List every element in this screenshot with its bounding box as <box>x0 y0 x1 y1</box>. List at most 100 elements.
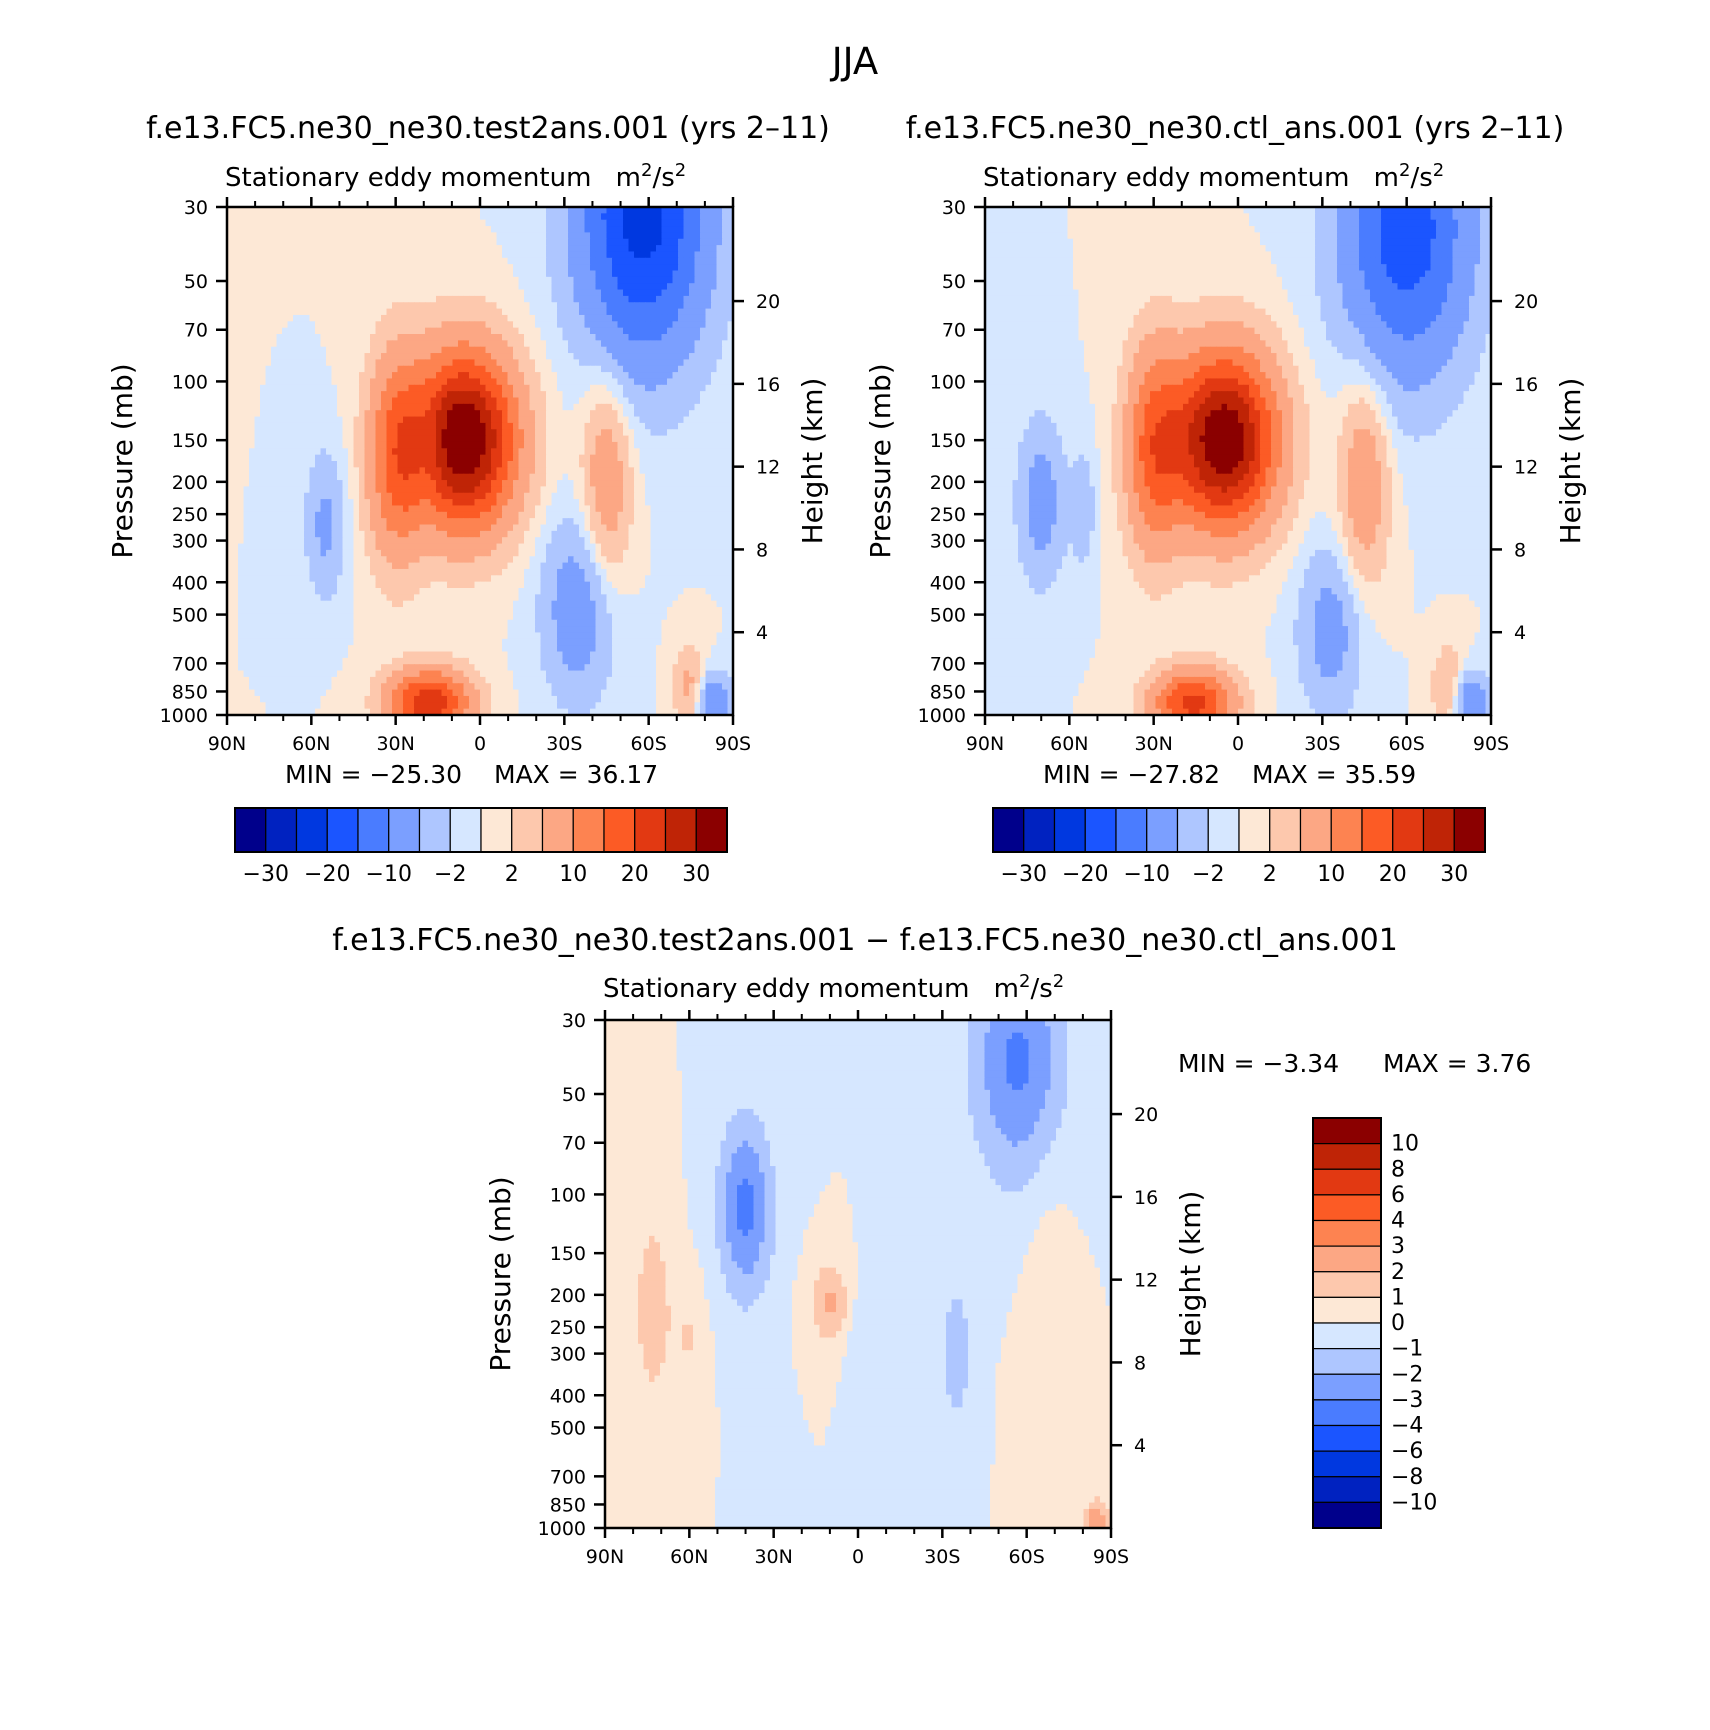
field-cell <box>634 492 641 500</box>
field-cell <box>524 543 531 551</box>
field-cell <box>315 416 322 424</box>
field-cell <box>678 340 685 348</box>
field-cell <box>436 441 443 449</box>
field-cell <box>309 245 316 253</box>
field-cell <box>628 537 635 545</box>
field-cell <box>370 486 377 494</box>
field-cell <box>298 232 305 240</box>
field-cell <box>397 213 404 221</box>
field-cell <box>650 441 657 449</box>
field-cell <box>348 353 355 360</box>
field-cell <box>342 473 349 481</box>
field-cell <box>441 524 448 532</box>
field-cell <box>320 486 327 494</box>
field-cell <box>573 492 580 500</box>
field-cell <box>370 365 377 373</box>
field-cell <box>408 391 415 399</box>
field-cell <box>232 270 239 278</box>
field-cell <box>562 238 569 246</box>
field-cell <box>331 499 338 507</box>
field-cell <box>293 219 300 227</box>
field-cell <box>529 340 536 348</box>
field-cell <box>700 473 707 481</box>
field-cell <box>573 473 580 481</box>
field-cell <box>683 276 690 284</box>
field-cell <box>628 346 635 354</box>
field-cell <box>524 422 531 430</box>
field-cell <box>254 308 261 316</box>
field-cell <box>601 524 608 532</box>
field-cell <box>386 480 393 487</box>
field-cell <box>381 524 388 532</box>
field-cell <box>452 257 459 265</box>
field-cell <box>331 524 338 532</box>
field-cell <box>496 321 503 329</box>
field-cell <box>716 422 723 430</box>
field-cell <box>623 334 630 341</box>
field-cell <box>315 448 322 456</box>
field-cell <box>408 219 415 227</box>
field-cell <box>590 435 597 443</box>
field-cell <box>683 327 690 335</box>
field-cell <box>722 397 729 405</box>
field-cell <box>342 321 349 329</box>
field-cell <box>441 353 448 360</box>
field-cell <box>711 295 718 303</box>
field-cell <box>656 435 663 443</box>
field-cell <box>447 238 454 246</box>
field-cell <box>315 467 322 475</box>
field-cell <box>601 384 608 392</box>
field-cell <box>271 549 278 557</box>
field-cell <box>309 226 316 233</box>
field-cell <box>529 511 536 519</box>
field-cell <box>287 251 294 259</box>
field-cell <box>436 454 443 462</box>
field-cell <box>458 505 465 513</box>
field-cell <box>397 295 404 303</box>
field-cell <box>331 461 338 468</box>
field-cell <box>463 226 470 233</box>
field-cell <box>606 378 613 386</box>
field-cell <box>557 429 564 437</box>
field-cell <box>348 435 355 443</box>
field-cell <box>667 213 674 221</box>
field-cell <box>337 416 344 424</box>
field-cell <box>447 518 454 526</box>
field-cell <box>430 251 437 259</box>
field-cell <box>711 467 718 475</box>
field-cell <box>386 467 393 475</box>
field-cell <box>238 346 245 354</box>
field-cell <box>722 302 729 310</box>
field-cell <box>667 416 674 424</box>
field-cell <box>557 480 564 487</box>
field-cell <box>546 295 553 303</box>
field-cell <box>535 295 542 303</box>
field-cell <box>353 543 360 551</box>
field-cell <box>606 340 613 348</box>
field-cell <box>634 480 641 487</box>
field-cell <box>452 410 459 418</box>
field-cell <box>551 270 558 278</box>
field-cell <box>348 384 355 392</box>
field-cell <box>672 537 679 545</box>
field-cell <box>276 353 283 360</box>
field-cell <box>700 454 707 462</box>
field-cell <box>265 257 272 265</box>
field-cell <box>243 226 250 233</box>
field-cell <box>650 232 657 240</box>
field-cell <box>584 314 591 322</box>
field-cell <box>474 314 481 322</box>
field-cell <box>304 461 311 468</box>
field-cell <box>694 353 701 360</box>
field-cell <box>463 543 470 551</box>
field-cell <box>403 480 410 487</box>
field-cell <box>661 435 668 443</box>
field-cell <box>227 454 234 462</box>
field-cell <box>293 480 300 487</box>
field-cell <box>441 461 448 468</box>
field-cell <box>447 232 454 240</box>
field-cell <box>700 289 707 297</box>
field-cell <box>502 346 509 354</box>
field-cell <box>403 245 410 253</box>
field-cell <box>282 549 289 557</box>
